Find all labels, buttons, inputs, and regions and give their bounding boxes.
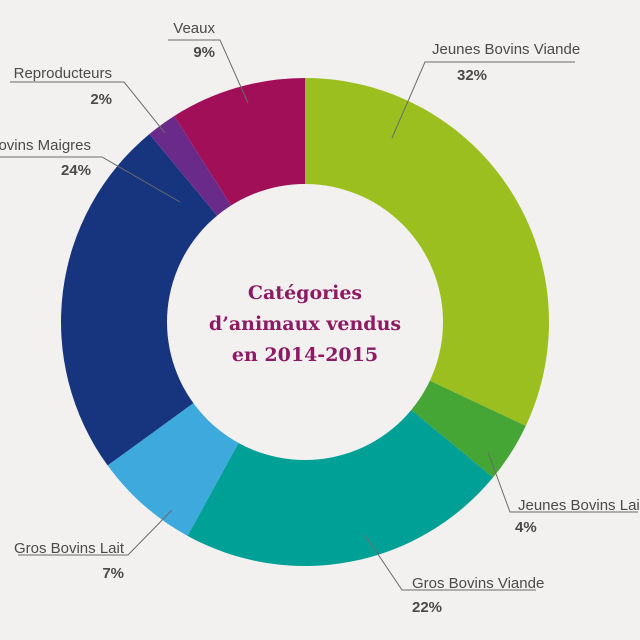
center-title-line-3: en 2014-2015 xyxy=(232,344,378,366)
slice-value-jeunes-bovins-lait: 4% xyxy=(515,519,537,536)
leader-line-veaux xyxy=(168,39,249,104)
slice-value-bovins-maigres: 24% xyxy=(61,162,91,179)
leader-line-bovins-maigres xyxy=(0,156,181,203)
center-title-line-2: d’animaux vendus xyxy=(209,313,401,335)
slice-label-jeunes-bovins-lait: Jeunes Bovins Lait xyxy=(518,497,640,514)
slice-labels-group: Jeunes Bovins Viande 32% Jeunes Bovins Lai… xyxy=(0,20,640,616)
slice-label-bovins-maigres: Bovins Maigres xyxy=(0,137,91,154)
slice-value-reproducteurs: 2% xyxy=(90,91,112,108)
slice-label-gros-bovins-viande: Gros Bovins Viande xyxy=(412,575,544,592)
leader-lines-group xyxy=(0,39,638,591)
slice-value-gros-bovins-lait: 7% xyxy=(102,565,124,582)
leader-line-reproducteurs xyxy=(10,81,166,134)
donut-hole xyxy=(167,184,443,460)
leader-line-jeunes-bovins-lait xyxy=(487,451,638,513)
center-title-line-1: Catégories xyxy=(248,282,362,304)
leader-line-jeunes-bovins-viande xyxy=(391,61,575,139)
slice-label-gros-bovins-lait: Gros Bovins Lait xyxy=(14,540,125,557)
slice-label-veaux: Veaux xyxy=(173,20,215,37)
leader-line-gros-bovins-lait xyxy=(18,509,173,556)
slice-value-veaux: 9% xyxy=(193,44,215,61)
leader-line-gros-bovins-viande xyxy=(364,534,536,591)
slice-label-reproducteurs: Reproducteurs xyxy=(14,65,112,82)
slice-value-jeunes-bovins-viande: 32% xyxy=(457,67,487,84)
center-title: Catégories d’animaux vendus en 2014-2015 xyxy=(209,282,401,366)
slice-label-jeunes-bovins-viande: Jeunes Bovins Viande xyxy=(432,41,580,58)
slice-value-gros-bovins-viande: 22% xyxy=(412,599,442,616)
